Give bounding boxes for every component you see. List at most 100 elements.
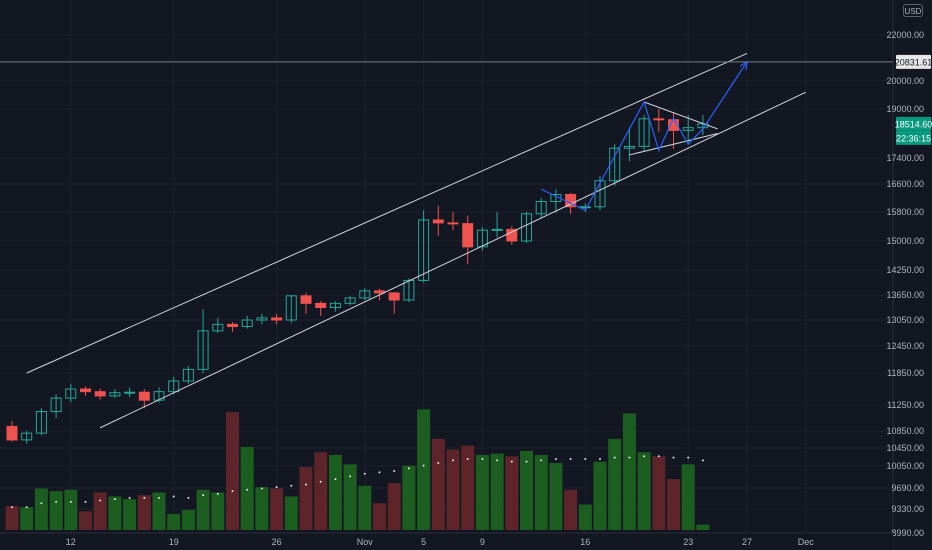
volume-bar (387, 483, 401, 530)
volume-bar (652, 456, 666, 530)
date-tick-label: 12 (66, 537, 76, 547)
volume-bar (328, 454, 342, 530)
candle-body (300, 295, 312, 304)
price-tags: 20831.61 18514.60 22:36:15 (0, 54, 932, 145)
candle-body (535, 201, 547, 215)
volume-ma-point (113, 498, 116, 501)
volume-ma-point (569, 457, 572, 460)
candle-body (94, 391, 106, 397)
last-price-tag-box (896, 116, 931, 131)
volume-ma-point (99, 499, 102, 502)
date-tick-label: 23 (683, 537, 693, 547)
candle-body (212, 323, 224, 332)
volume-bar (299, 467, 313, 530)
volume-ma-point (466, 457, 469, 460)
volume-ma-point (496, 459, 499, 462)
date-axis-background (0, 533, 893, 550)
volume-ma-point (687, 456, 690, 459)
volume-bar (534, 454, 548, 530)
date-axis[interactable]: 12 19 26 Nov 5 9 16 23 27 Dec (0, 532, 893, 550)
candle-body (50, 397, 62, 413)
candle-body (271, 317, 283, 321)
volume-bar (461, 445, 475, 530)
volume-ma-point (128, 496, 131, 499)
candle-body (80, 388, 91, 393)
volume-bar (637, 452, 651, 530)
volume-bar (79, 511, 92, 530)
volume-bar (608, 438, 622, 530)
price-tick-label: 9330.00 (891, 504, 924, 514)
candle-body (432, 219, 444, 224)
volume-bar (417, 409, 431, 530)
volume-ma-point (599, 457, 601, 460)
date-tick-label: Dec (798, 537, 815, 547)
candle-body (285, 295, 297, 321)
volume-bar (520, 450, 533, 530)
volume-ma-point (540, 459, 543, 462)
candle-body (668, 119, 679, 131)
volume-bar (681, 464, 695, 530)
volume-ma-point (349, 475, 352, 478)
price-axis[interactable]: 22000.00 20000.00 19000.00 17400.00 16600.00… (886, 0, 932, 550)
candle-body (594, 180, 606, 208)
volume-ma-point (452, 459, 454, 462)
candle-body (256, 317, 268, 321)
candle-body (109, 392, 121, 397)
volume-bar (622, 413, 636, 530)
channel-line-lower (99, 91, 807, 429)
volume-moving-average (11, 455, 704, 509)
volume-bar (152, 492, 166, 530)
price-tick-label: 19000.00 (886, 104, 924, 114)
volume-ma-point (672, 456, 675, 459)
volume-ma-point (246, 488, 249, 491)
currency-badge[interactable]: USD (903, 4, 923, 17)
volume-ma-point (202, 494, 205, 497)
volume-ma-point (407, 467, 410, 470)
volume-ma-point (481, 457, 484, 460)
date-tick-label: 27 (742, 537, 752, 547)
volume-ma-point (143, 496, 146, 499)
volume-bar (226, 412, 239, 530)
candle-body (359, 290, 371, 299)
volume-bar (196, 489, 210, 530)
price-tick-label: 12450.00 (886, 341, 924, 351)
volume-bar (167, 513, 181, 530)
upper-tag-text: 20831.61 (895, 57, 932, 67)
volume-bar (549, 463, 563, 530)
price-tick-label: 10850.00 (886, 426, 924, 436)
candle-body (623, 145, 635, 149)
volume-bar (5, 505, 19, 530)
volume-bar (240, 446, 254, 530)
volume-ma-point (290, 484, 293, 487)
volume-ma-point (437, 462, 440, 464)
price-tick-label: 20000.00 (886, 76, 924, 86)
volume-ma-point (84, 500, 87, 503)
candle-body (329, 302, 341, 309)
candle-body (682, 127, 694, 131)
price-tick-label: 17400.00 (886, 153, 924, 163)
volume-bar (490, 453, 504, 530)
volume-bar (446, 449, 460, 530)
candle-body (21, 432, 33, 441)
candle-body (182, 368, 194, 382)
price-axis-background (893, 0, 932, 550)
price-tick-label: 15000.00 (886, 236, 924, 246)
volume-ma-point (25, 506, 28, 509)
volume-ma-point (305, 483, 307, 486)
pennant-line-upper (643, 101, 718, 130)
volume-ma-point (613, 456, 616, 459)
volume-ma-point (422, 464, 425, 467)
volume-bar (593, 461, 607, 530)
volume-ma-point (69, 500, 72, 503)
price-tick-label: 11250.00 (887, 400, 924, 410)
candlesticks (6, 109, 709, 444)
volume-ma-point (701, 459, 704, 462)
price-tick-label: 11850.00 (887, 368, 924, 378)
volume-ma-point (187, 496, 190, 499)
volume-bar (431, 438, 445, 530)
volume-ma-point (216, 492, 219, 495)
volume-bar (578, 504, 592, 530)
date-tick-label: 26 (272, 537, 282, 547)
date-tick-label: 5 (421, 537, 426, 547)
